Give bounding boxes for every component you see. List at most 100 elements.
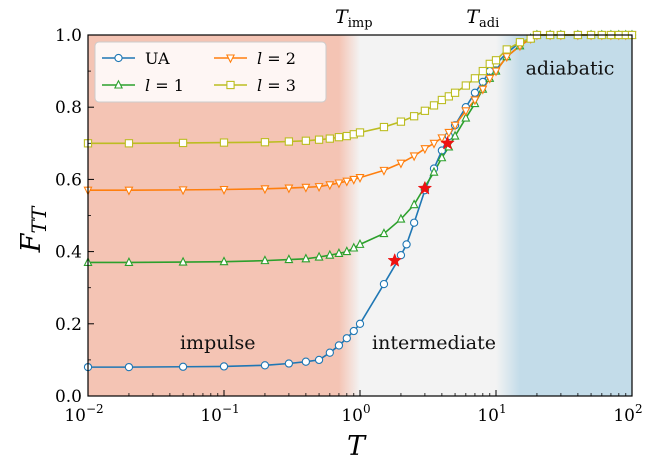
axis-labels: T FTT Timp Tadi [16, 6, 499, 462]
series-1-point [219, 256, 229, 266]
series-3-point [325, 134, 334, 143]
series-3-point [284, 137, 294, 146]
top-annotation-subscript: imp [348, 16, 373, 31]
x-tick-label: 10−1 [200, 402, 239, 426]
legend-box [94, 41, 327, 103]
region-label-adiabatic: adiabatic [526, 58, 615, 80]
legend-label: l = 1 [145, 76, 184, 95]
series-3-point [461, 81, 470, 90]
series-2-point [491, 67, 501, 77]
series-2-point [461, 107, 471, 117]
x-tick-label: 101 [477, 402, 506, 426]
series-1-point [355, 238, 365, 248]
series-1-point [342, 246, 352, 256]
series-1-point [396, 213, 406, 223]
series-2-point [444, 128, 454, 138]
series-0-point [260, 361, 270, 370]
series-3-point [437, 95, 447, 105]
series-3-point [124, 139, 134, 148]
series-3-point [429, 101, 439, 110]
highlight-stars [387, 135, 455, 267]
series-3-point [260, 138, 270, 147]
series-1-point [284, 254, 294, 264]
y-tick-label: 0.0 [55, 387, 82, 407]
series-0-point [178, 362, 188, 371]
series-3-point [342, 131, 351, 141]
series-1-point [325, 249, 335, 259]
series-3-point [420, 106, 430, 115]
legend-label: l = 3 [257, 76, 296, 95]
series-2-point [314, 183, 324, 193]
series-0-point [470, 88, 480, 97]
series-0-point [355, 319, 365, 328]
series-1-point [437, 152, 447, 162]
series-2-point [219, 185, 229, 195]
series-0-point [379, 279, 389, 289]
legend-label: l = 2 [257, 49, 296, 68]
y-tick-label: 0.6 [55, 170, 82, 190]
series-0-point [402, 240, 411, 249]
series-0-point [396, 251, 406, 260]
series-2-point [450, 121, 460, 131]
series-2-point [470, 96, 480, 106]
series-3-point [379, 122, 389, 132]
series-3-point [178, 138, 188, 148]
series-3-point [470, 74, 480, 83]
series-3-point [314, 135, 324, 144]
series-2-point [502, 53, 512, 63]
series-3-point [334, 133, 344, 142]
series-3-point [301, 136, 311, 145]
series-1-point [314, 251, 324, 261]
top-annotation-imp: Timp [335, 6, 373, 31]
series-1-point [349, 242, 359, 252]
series-2-point [334, 179, 344, 189]
legend-label: UA [145, 49, 170, 68]
series-1-point [379, 228, 389, 238]
series-2-point [485, 74, 495, 84]
series-2-point [355, 174, 365, 184]
series-2-point [342, 177, 352, 187]
series-3-point [491, 56, 501, 65]
series-2-point [124, 186, 134, 196]
series-3-point [355, 128, 365, 137]
legend-marker [226, 80, 235, 90]
y-tick-label: 0.8 [55, 98, 82, 118]
series-1-point [461, 112, 471, 122]
series-0-point [409, 218, 419, 227]
series-0-point [284, 359, 294, 368]
x-tick-exponent: 0 [363, 402, 371, 416]
series-0-point [219, 362, 229, 371]
x-tick-label: 102 [613, 402, 642, 426]
top-annotation-subscript: adi [479, 16, 499, 31]
x-tick-exponent: −1 [222, 402, 240, 416]
series-1-point [409, 199, 419, 209]
legend-marker [114, 79, 123, 89]
series-0-point [342, 334, 351, 343]
x-axis-label: T [347, 431, 367, 462]
series-2-point [409, 152, 419, 162]
legend-label-var: l [145, 76, 150, 95]
legend-label-rest: = 1 [150, 76, 184, 95]
top-annotation-adi: Tadi [466, 6, 499, 31]
series-1-point [301, 253, 311, 263]
series-0-point [349, 326, 358, 336]
legend-label-rest: = 3 [262, 76, 296, 95]
series-3-point [502, 45, 511, 54]
y-axis-label: FTT [16, 205, 51, 253]
series-1-point [450, 130, 460, 140]
x-tick-label: 10−2 [64, 402, 103, 426]
series-2-point [325, 181, 335, 191]
legend-label-rest: = 2 [262, 49, 296, 68]
series-2-point [284, 184, 294, 194]
x-tick-exponent: −2 [86, 402, 104, 416]
series-2-point [437, 134, 447, 144]
series-3-point [515, 38, 525, 47]
x-tick-label: 100 [341, 402, 370, 426]
series-2-point [420, 145, 430, 155]
series-0-point [301, 357, 311, 366]
series-2-point [429, 139, 439, 149]
y-axis-label-subscript: TT [27, 205, 51, 234]
series-1-point [124, 257, 134, 266]
